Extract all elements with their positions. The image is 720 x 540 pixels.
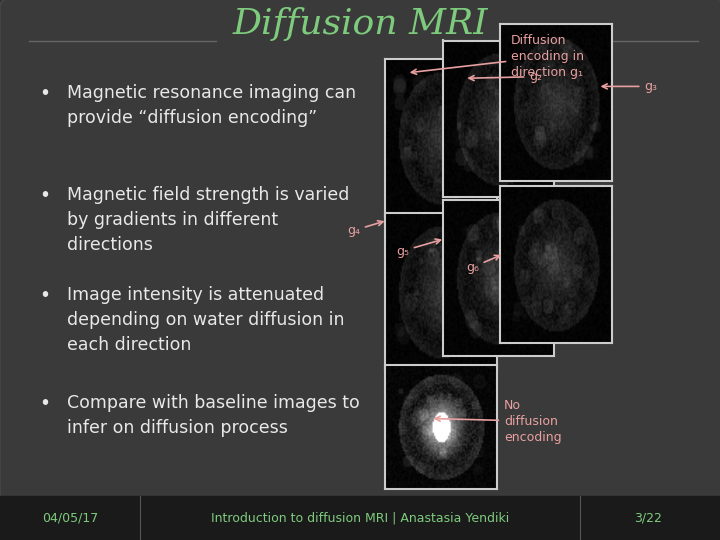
Text: 04/05/17: 04/05/17 (42, 511, 98, 524)
FancyBboxPatch shape (0, 0, 720, 508)
Text: No
diffusion
encoding: No diffusion encoding (435, 399, 562, 444)
Text: •: • (40, 394, 50, 413)
Text: g₅: g₅ (396, 239, 441, 258)
Text: g₄: g₄ (347, 221, 383, 237)
Text: Diffusion
encoding in
direction g₁: Diffusion encoding in direction g₁ (411, 34, 584, 79)
Text: •: • (40, 186, 50, 205)
Bar (0, 496, 720, 540)
Text: 3/22: 3/22 (634, 511, 662, 524)
Text: •: • (40, 286, 50, 305)
Text: Compare with baseline images to
infer on diffusion process: Compare with baseline images to infer on… (67, 394, 360, 437)
Text: Magnetic field strength is varied
by gradients in different
directions: Magnetic field strength is varied by gra… (67, 186, 349, 254)
Text: Diffusion MRI: Diffusion MRI (233, 8, 487, 41)
Text: Image intensity is attenuated
depending on water diffusion in
each direction: Image intensity is attenuated depending … (67, 286, 344, 354)
Text: g₆: g₆ (466, 255, 500, 274)
Text: g₂: g₂ (469, 70, 542, 83)
Text: •: • (40, 84, 50, 103)
Text: g₃: g₃ (602, 80, 657, 93)
Text: Introduction to diffusion MRI | Anastasia Yendiki: Introduction to diffusion MRI | Anastasi… (211, 511, 509, 524)
Text: Magnetic resonance imaging can
provide “diffusion encoding”: Magnetic resonance imaging can provide “… (67, 84, 356, 127)
